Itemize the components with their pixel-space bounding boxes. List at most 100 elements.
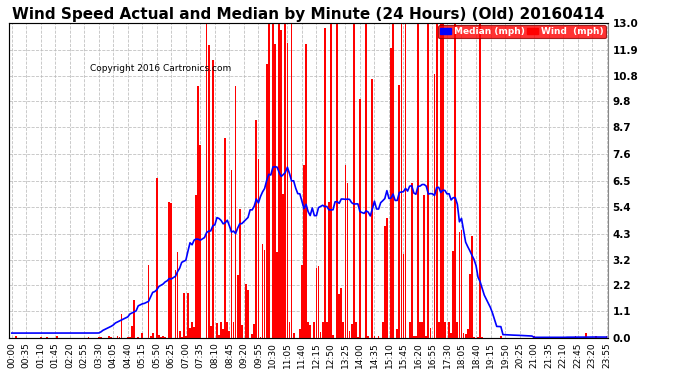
Bar — [216, 324, 218, 338]
Bar — [396, 329, 398, 338]
Bar — [133, 300, 135, 338]
Bar — [392, 23, 394, 338]
Bar — [585, 333, 586, 338]
Bar — [344, 165, 346, 338]
Bar — [459, 232, 460, 338]
Bar — [575, 336, 576, 338]
Bar — [359, 99, 361, 338]
Bar — [471, 237, 473, 338]
Bar — [110, 337, 112, 338]
Bar — [255, 120, 257, 338]
Bar — [438, 322, 440, 338]
Bar — [156, 178, 158, 338]
Bar — [282, 194, 284, 338]
Bar — [436, 23, 437, 338]
Bar — [257, 159, 259, 338]
Bar — [500, 336, 502, 338]
Bar — [212, 60, 214, 338]
Bar — [195, 195, 197, 338]
Bar — [129, 337, 131, 338]
Bar — [46, 337, 48, 338]
Bar — [220, 322, 222, 338]
Bar — [451, 333, 452, 338]
Bar — [377, 336, 380, 338]
Bar — [423, 195, 425, 338]
Bar — [317, 266, 319, 338]
Bar — [253, 324, 255, 338]
Bar — [177, 252, 179, 338]
Bar — [276, 252, 278, 338]
Bar — [382, 322, 384, 338]
Bar — [199, 146, 201, 338]
Bar — [305, 44, 307, 338]
Bar — [322, 322, 324, 338]
Bar — [235, 86, 237, 338]
Bar — [185, 336, 187, 338]
Bar — [148, 265, 150, 338]
Bar — [448, 322, 450, 338]
Bar — [117, 336, 119, 338]
Bar — [170, 202, 172, 338]
Bar — [193, 327, 195, 338]
Bar — [307, 322, 309, 338]
Bar — [108, 336, 110, 338]
Bar — [218, 335, 220, 338]
Bar — [342, 322, 344, 338]
Bar — [288, 322, 290, 338]
Bar — [233, 322, 235, 338]
Bar — [346, 183, 348, 338]
Bar — [230, 170, 233, 338]
Bar — [415, 336, 417, 338]
Bar — [442, 23, 444, 338]
Bar — [228, 330, 230, 338]
Bar — [40, 337, 41, 338]
Bar — [583, 337, 584, 338]
Bar — [303, 165, 305, 338]
Bar — [411, 183, 413, 338]
Bar — [357, 336, 359, 338]
Bar — [427, 23, 429, 338]
Bar — [324, 28, 326, 338]
Bar — [162, 336, 164, 338]
Bar — [373, 336, 375, 338]
Bar — [206, 23, 208, 338]
Bar — [444, 322, 446, 338]
Bar — [338, 294, 340, 338]
Bar — [336, 23, 338, 338]
Bar — [280, 30, 282, 338]
Bar — [168, 202, 170, 338]
Bar — [266, 64, 268, 338]
Bar — [425, 336, 427, 338]
Bar — [453, 251, 454, 338]
Bar — [274, 44, 276, 338]
Bar — [88, 337, 89, 338]
Bar — [191, 322, 193, 338]
Bar — [100, 337, 101, 338]
Bar — [606, 336, 607, 338]
Bar — [421, 322, 423, 338]
Bar — [455, 23, 456, 338]
Bar — [179, 331, 181, 338]
Bar — [332, 334, 334, 338]
Bar — [278, 23, 280, 338]
Bar — [353, 23, 355, 338]
Bar — [440, 23, 442, 338]
Bar — [137, 337, 139, 338]
Bar — [328, 202, 330, 338]
Bar — [208, 45, 210, 338]
Bar — [309, 325, 311, 338]
Bar — [400, 23, 402, 338]
Bar — [189, 328, 191, 338]
Bar — [480, 23, 481, 338]
Bar — [315, 268, 317, 338]
Bar — [284, 23, 286, 338]
Bar — [247, 290, 249, 338]
Bar — [57, 336, 58, 338]
Bar — [119, 337, 121, 338]
Text: Copyright 2016 Cartronics.com: Copyright 2016 Cartronics.com — [90, 64, 231, 73]
Bar — [463, 333, 464, 338]
Bar — [533, 336, 535, 338]
Bar — [319, 332, 322, 338]
Bar — [237, 275, 239, 338]
Bar — [175, 270, 177, 338]
